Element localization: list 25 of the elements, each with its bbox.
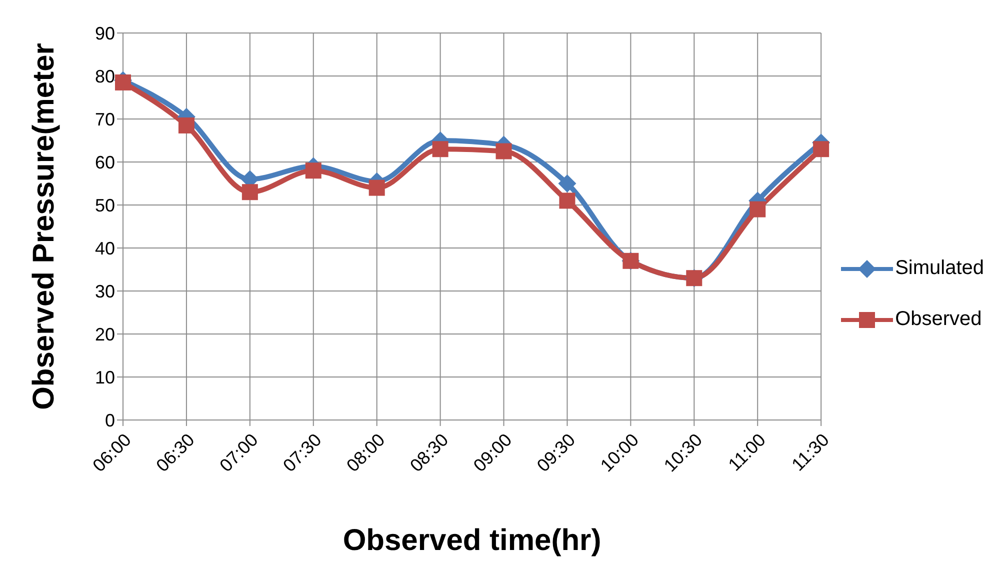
legend-label: Observed [895,308,982,331]
y-tick-label: 40 [94,238,115,258]
point [559,192,576,209]
y-tick-label: 10 [94,367,115,388]
y-tick-label: 20 [94,324,115,344]
x-axis-title: Observed time(hr) [342,524,602,557]
point [496,143,512,160]
y-tick-label: 90 [94,23,115,44]
point [558,174,576,192]
point [242,184,258,200]
point [750,201,766,218]
point [813,141,830,158]
y-tick-label: 30 [94,281,115,302]
point [178,117,194,134]
point [115,74,131,90]
y-axis-title: Observed Pressure(meter [28,42,61,410]
y-tick-label: 0 [104,410,115,430]
y-tick-label: 80 [94,66,115,86]
point [305,162,322,179]
y-tick-label: 60 [94,152,115,172]
y-tick-label: 50 [94,195,115,216]
point [368,180,385,196]
point [432,141,448,158]
legend-label: Simulated [895,257,984,280]
y-tick-label: 70 [94,109,115,130]
